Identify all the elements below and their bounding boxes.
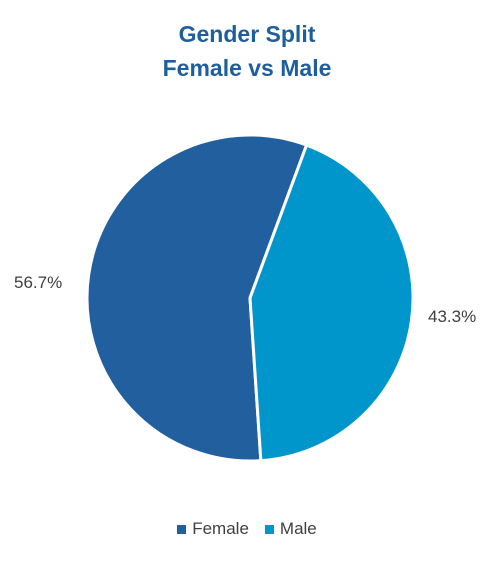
pie-slice-female (85, 133, 309, 463)
legend-label-male: Male (279, 519, 317, 538)
data-label-female: 56.7% (14, 273, 63, 292)
legend-label-female: Female (192, 519, 249, 538)
pie-slice-male (248, 143, 415, 463)
legend-swatch-male (264, 524, 274, 534)
legend-item-female: Female (177, 519, 249, 539)
legend: Female Male (0, 519, 494, 539)
chart-title-line2: Female vs Male (162, 55, 332, 81)
legend-swatch-female (177, 524, 187, 534)
legend-item-male: Male (264, 519, 317, 539)
chart-title-line1: Gender Split (178, 21, 316, 47)
data-label-male: 43.3% (428, 307, 477, 326)
